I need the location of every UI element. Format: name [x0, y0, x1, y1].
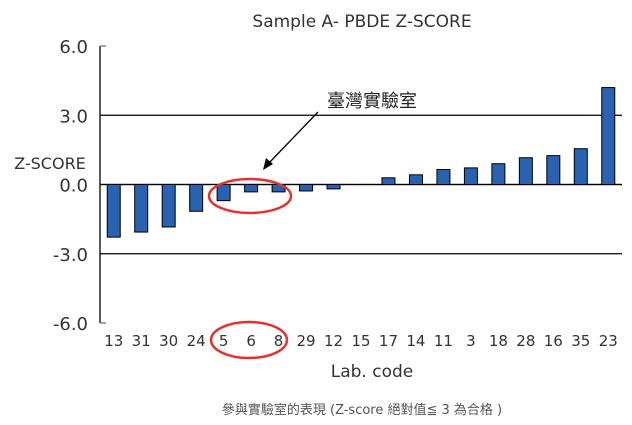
x-tick-label: 31	[132, 332, 151, 350]
x-tick-label: 29	[297, 332, 316, 350]
annotation-label: 臺灣實驗室	[327, 91, 417, 112]
x-tick-label: 16	[544, 332, 563, 350]
x-tick-label: 3	[466, 332, 476, 350]
x-tick-label: 13	[104, 332, 123, 350]
highlight-ellipse-labels	[209, 320, 289, 360]
x-tick-label: 35	[571, 332, 590, 350]
y-tick-label: 6.0	[59, 37, 88, 58]
bar-14	[408, 174, 423, 185]
arrow-head-icon	[263, 158, 273, 170]
bar-6	[244, 184, 259, 193]
bar-16	[546, 155, 561, 185]
x-tick-label: 12	[324, 332, 343, 350]
y-tick-label: 3.0	[59, 106, 88, 127]
x-tick-label: 28	[516, 332, 535, 350]
x-tick-label: 5	[219, 332, 229, 350]
x-tick-label: 24	[187, 332, 206, 350]
highlight-ellipse-bars	[207, 177, 293, 215]
bar-18	[491, 163, 506, 186]
bar-24	[189, 184, 204, 212]
y-tick-label: -3.0	[53, 245, 88, 266]
bar-31	[134, 184, 149, 233]
x-tick-label: 6	[246, 332, 256, 350]
bar-23	[601, 87, 616, 185]
bar-29	[299, 184, 314, 192]
x-tick-label: 14	[406, 332, 425, 350]
bar-35	[573, 148, 588, 186]
x-tick-label: 18	[489, 332, 508, 350]
x-tick-label: 23	[599, 332, 618, 350]
chart-title: Sample A- PBDE Z-SCORE	[252, 12, 471, 32]
x-tick-label: 15	[351, 332, 370, 350]
y-tick-label: -6.0	[53, 314, 88, 335]
bar-28	[518, 157, 533, 185]
bar-5	[216, 184, 231, 202]
y-axis-label: Z-SCORE	[14, 154, 86, 173]
x-tick-label: 11	[434, 332, 453, 350]
bar-17	[381, 177, 396, 185]
x-tick-label: 30	[159, 332, 178, 350]
bar-12	[326, 184, 341, 190]
x-tick-label: 17	[379, 332, 398, 350]
bar-30	[161, 184, 176, 228]
x-tick-label: 8	[274, 332, 284, 350]
bar-13	[106, 184, 121, 238]
bar-3	[463, 167, 478, 186]
bar-11	[436, 168, 451, 186]
y-tick-label: 0.0	[59, 176, 88, 197]
caption: 參與實驗室的表現 (Z-score 絕對值≦ 3 為合格 )	[222, 402, 502, 418]
x-axis-label: Lab. code	[331, 362, 414, 382]
annotation-arrow	[267, 111, 319, 165]
